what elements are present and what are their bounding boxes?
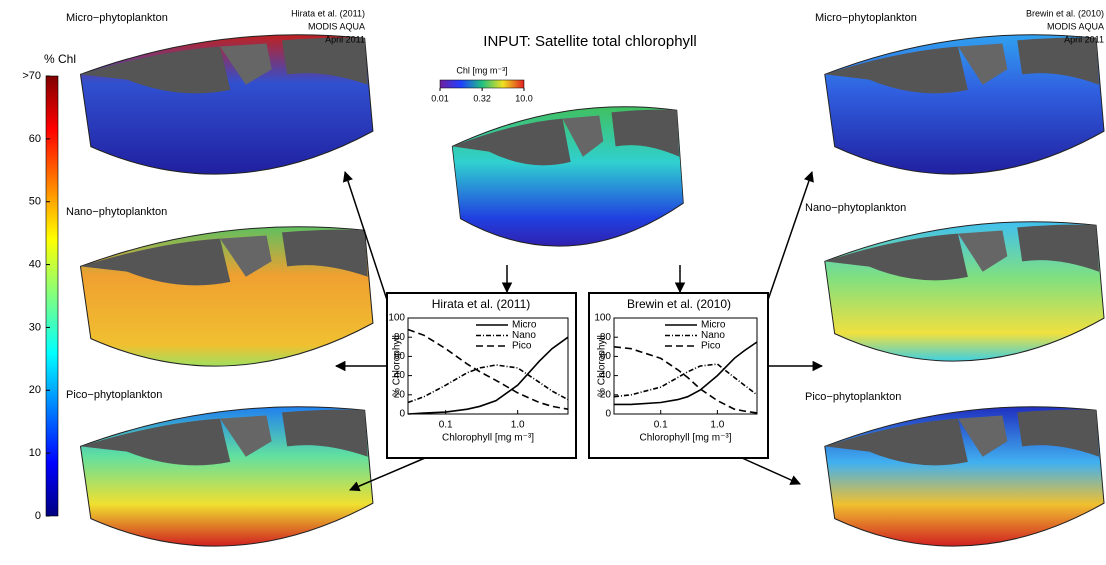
- colorbar-tick-label: 60: [29, 133, 41, 145]
- colorbar-tick-label: 40: [29, 258, 41, 270]
- colorbar-tick-label: >70: [22, 70, 41, 82]
- chart-title: Brewin et al. (2010): [627, 297, 731, 311]
- panel-label: Micro−phytoplankton: [66, 12, 168, 24]
- map-image: [81, 407, 373, 546]
- x-axis-label: Chlorophyll [mg m⁻³]: [640, 433, 732, 444]
- map-image: [452, 107, 683, 246]
- colorbar-tick-label: 10: [29, 447, 41, 459]
- chart-title: Hirata et al. (2011): [432, 297, 531, 311]
- source: April 2011: [325, 34, 365, 44]
- y-axis-label: % Chlorophyll: [392, 335, 403, 397]
- source: Hirata et al. (2011): [291, 8, 365, 18]
- source: April 2011: [1064, 34, 1104, 44]
- legend-label: Nano: [701, 330, 725, 341]
- legend-label: Micro: [512, 320, 537, 331]
- colorbar-title: % Chl: [44, 52, 76, 66]
- legend-label: Nano: [512, 330, 536, 341]
- panel-label: Micro−phytoplankton: [815, 12, 917, 24]
- source: MODIS AQUA: [1047, 21, 1104, 31]
- y-tick-label: 100: [388, 313, 405, 324]
- x-axis-label: Chlorophyll [mg m⁻³]: [442, 433, 534, 444]
- panel-label: Pico−phytoplankton: [66, 389, 162, 401]
- source: Brewin et al. (2010): [1026, 8, 1104, 18]
- colorbar-tick-label: 0.01: [431, 93, 449, 103]
- map-image: [825, 222, 1104, 361]
- x-tick-label: 0.1: [439, 420, 453, 431]
- map-image: [825, 35, 1104, 174]
- map-image: [81, 35, 373, 174]
- panel-label: Nano−phytoplankton: [66, 206, 167, 218]
- y-tick-label: 0: [605, 409, 611, 420]
- panel-label: Pico−phytoplankton: [805, 391, 901, 403]
- x-tick-label: 1.0: [511, 420, 525, 431]
- colorbar: [46, 76, 58, 516]
- panel-label: Nano−phytoplankton: [805, 202, 906, 214]
- legend-label: Pico: [701, 341, 721, 352]
- map-image: [81, 227, 373, 366]
- source: MODIS AQUA: [308, 21, 365, 31]
- y-axis-label: % Chlorophyll: [597, 335, 608, 397]
- colorbar-tick-label: 30: [29, 321, 41, 333]
- colorbar: [440, 80, 524, 88]
- colorbar-tick-label: 20: [29, 384, 41, 396]
- y-tick-label: 0: [399, 409, 405, 420]
- y-tick-label: 100: [594, 313, 611, 324]
- map-image: [825, 407, 1104, 546]
- figure: Micro−phytoplankton Nano−phytoplankton P…: [0, 0, 1106, 565]
- colorbar-tick-label: 0.32: [473, 93, 491, 103]
- colorbar-title: Chl [mg m⁻³]: [456, 65, 507, 75]
- legend-label: Pico: [512, 341, 532, 352]
- legend-label: Micro: [701, 320, 726, 331]
- colorbar-tick-label: 10.0: [515, 93, 533, 103]
- colorbar-tick-label: 50: [29, 196, 41, 208]
- x-tick-label: 0.1: [654, 420, 668, 431]
- colorbar-tick-label: 0: [35, 510, 41, 522]
- center-title: INPUT: Satellite total chlorophyll: [483, 33, 696, 50]
- x-tick-label: 1.0: [710, 420, 724, 431]
